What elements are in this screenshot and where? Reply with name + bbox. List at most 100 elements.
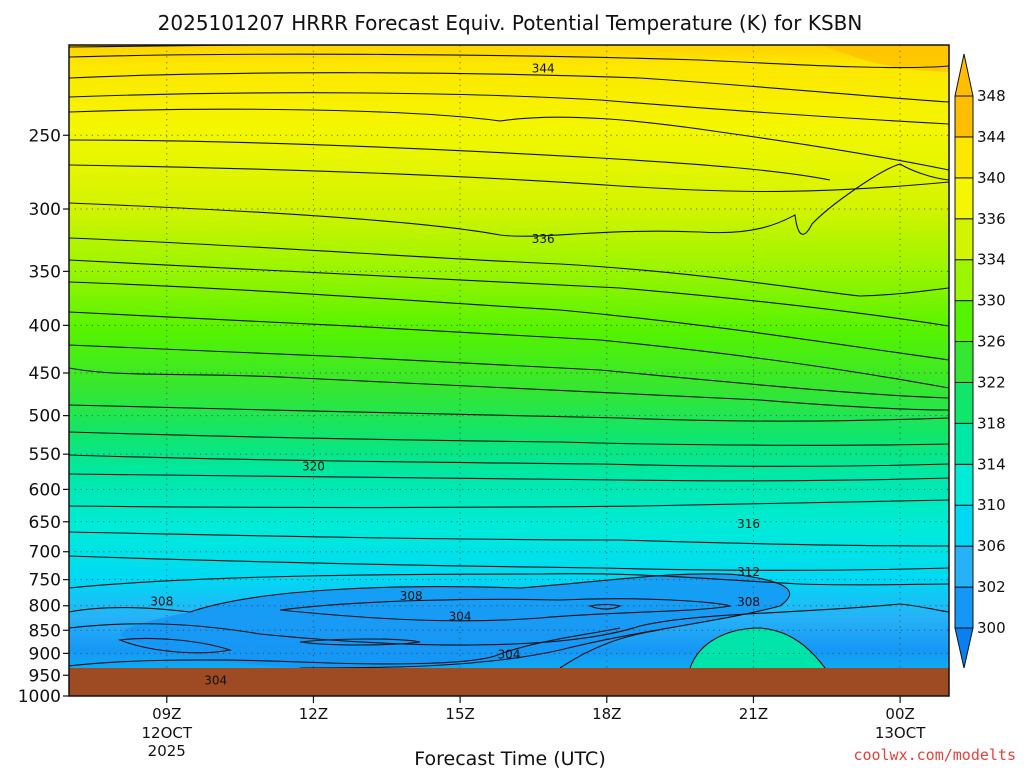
- colorbar-segment: [954, 259, 974, 302]
- contour-label: 304: [449, 610, 472, 624]
- colorbar-segment: [954, 586, 974, 629]
- contour-line: [69, 281, 949, 361]
- plot-frame: [68, 44, 950, 697]
- contour-label: 304: [498, 648, 521, 662]
- contour-line: [69, 431, 949, 446]
- contour-label: 308: [400, 589, 423, 603]
- contour-line: [69, 603, 949, 646]
- contour-line: [69, 92, 949, 125]
- colorbar-segment: [954, 300, 974, 343]
- contour-line: [69, 454, 949, 467]
- contour-label: 308: [737, 595, 760, 609]
- contour-labels: 344 336 320 316 312 308 308 308 304 304 304: [150, 62, 760, 688]
- y-tick-label: 1000: [18, 687, 61, 707]
- x-axis-label: Forecast Time (UTC): [414, 748, 605, 768]
- colorbar-segment: [954, 381, 974, 424]
- colorbar-label: 348: [977, 87, 1006, 105]
- colorbar-segment: [954, 218, 974, 261]
- contour-line: [69, 344, 949, 399]
- credit-text: coolwx.com/modelts: [853, 746, 1016, 764]
- contour-line: [69, 606, 191, 613]
- colorbar-label: 330: [977, 292, 1006, 310]
- x-tick-label: 15Z: [445, 705, 474, 723]
- contour-label: 308: [150, 595, 173, 609]
- y-tick-label: 900: [29, 644, 61, 664]
- dry-pocket-surface: [690, 628, 825, 668]
- colorbar-label: 310: [977, 496, 1006, 514]
- colorbar-label: 340: [977, 169, 1006, 187]
- colorbar-label: 300: [977, 619, 1006, 637]
- y-tick-label: 250: [29, 126, 61, 146]
- colorbar-segment: [954, 545, 974, 588]
- contour-line: [69, 139, 831, 181]
- contour-line: [69, 53, 949, 69]
- y-tick-label: 650: [29, 513, 61, 533]
- chart-title: 2025101207 HRRR Forecast Equiv. Potentia…: [158, 11, 863, 35]
- contour-line: [69, 367, 949, 411]
- colorbar-segment: [954, 95, 974, 138]
- colorbar-segment: [954, 463, 974, 506]
- colorbar-segment: [954, 341, 974, 383]
- contour-line: [69, 531, 949, 547]
- colorbar-label: 318: [977, 414, 1006, 432]
- contour-label: 312: [737, 565, 760, 579]
- contour-line: [689, 627, 826, 669]
- x-tick-label: 21Z: [739, 705, 768, 723]
- colorbar-label: 302: [977, 578, 1006, 596]
- contour-line: [69, 237, 949, 297]
- contour-line: [69, 163, 949, 237]
- y-tick-label: 700: [29, 543, 61, 563]
- x-tick-label: 00Z: [885, 705, 914, 723]
- contour-line: [69, 72, 949, 103]
- colorbar-segment: [954, 504, 974, 547]
- colorbar-min-arrow: [954, 627, 974, 669]
- y-tick-label: 600: [29, 480, 61, 500]
- contour-line: [69, 45, 322, 48]
- colorbar: 300 302 306 310 314 318 322 326 330 334 336 340 344 3…: [954, 53, 1006, 669]
- contour-line: [189, 573, 791, 669]
- y-tick-label: 800: [29, 597, 61, 617]
- contour-line: [69, 473, 949, 482]
- contour-label: 316: [737, 517, 760, 531]
- contour-line: [69, 555, 949, 571]
- x-tick-sublabel: 2025: [148, 742, 186, 760]
- contour-line: [69, 499, 949, 509]
- contour-line: [69, 164, 949, 193]
- x-tick-label: 09Z: [152, 705, 181, 723]
- contour-line: [69, 259, 949, 327]
- contour-line: [299, 638, 421, 646]
- colorbar-segment: [954, 177, 974, 220]
- y-tick-label: 950: [29, 666, 61, 686]
- contour-line: [69, 311, 949, 389]
- colorbar-label: 326: [977, 333, 1006, 351]
- y-tick-label: 300: [29, 200, 61, 220]
- plot-area: 344 336 320 316 312 308 308 308 304 304 304: [69, 45, 949, 696]
- contour-line: [117, 637, 233, 654]
- colorbar-label: 344: [977, 128, 1006, 146]
- contour-label: 320: [302, 459, 325, 473]
- ground-surface: [69, 668, 949, 696]
- colorbar-segment: [954, 422, 974, 465]
- contour-line: [69, 627, 621, 667]
- contour-line: [279, 598, 732, 622]
- contour-line: [588, 603, 622, 610]
- y-tick-label: 500: [29, 407, 61, 427]
- contour-line: [69, 108, 949, 171]
- colorbar-label: 322: [977, 373, 1006, 391]
- y-tick-label: 400: [29, 316, 61, 336]
- colorbar-label: 306: [977, 537, 1006, 555]
- y-tick-label: 750: [29, 571, 61, 591]
- y-tick-label: 350: [29, 262, 61, 282]
- x-tick-label: 18Z: [592, 705, 621, 723]
- colorbar-label: 336: [977, 210, 1006, 228]
- y-axis: 250 300 350 400 450 500 550 600 650 700 750 800 850 9…: [18, 126, 69, 707]
- x-tick-label: 12Z: [299, 705, 328, 723]
- grid-lines: [69, 45, 949, 696]
- colorbar-segment: [954, 136, 974, 179]
- x-tick-sublabel: 12OCT: [142, 724, 193, 742]
- warm-pocket-upper-right: [820, 45, 949, 72]
- y-tick-label: 450: [29, 364, 61, 384]
- colorbar-label: 334: [977, 251, 1006, 269]
